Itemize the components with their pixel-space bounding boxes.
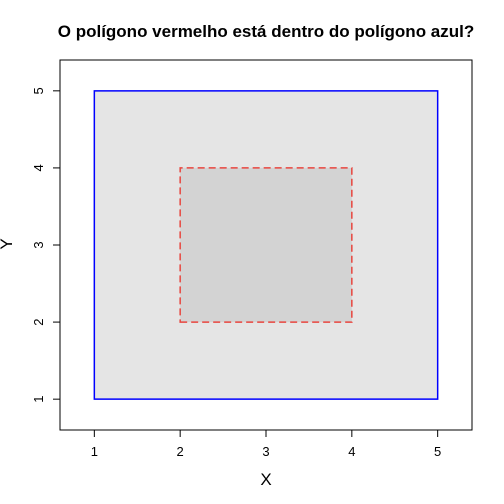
y-tick-label: 3	[31, 241, 46, 248]
x-tick-label: 3	[262, 444, 269, 459]
x-tick-label: 1	[91, 444, 98, 459]
y-axis: 1 2 3 4 5	[31, 87, 61, 403]
chart-title: O polígono vermelho está dentro do políg…	[58, 22, 475, 41]
y-tick-label: 4	[31, 164, 46, 171]
polygons-layer	[93, 90, 439, 400]
red-polygon	[179, 167, 353, 323]
x-tick-label: 2	[177, 444, 184, 459]
y-tick-label: 2	[31, 318, 46, 325]
y-tick-label: 1	[31, 396, 46, 403]
x-tick-label: 5	[434, 444, 441, 459]
x-axis-label: X	[260, 470, 271, 489]
y-axis-label: Y	[0, 238, 16, 249]
x-axis: 1 2 3 4 5	[91, 429, 441, 459]
y-tick-label: 5	[31, 87, 46, 94]
x-tick-label: 4	[348, 444, 355, 459]
